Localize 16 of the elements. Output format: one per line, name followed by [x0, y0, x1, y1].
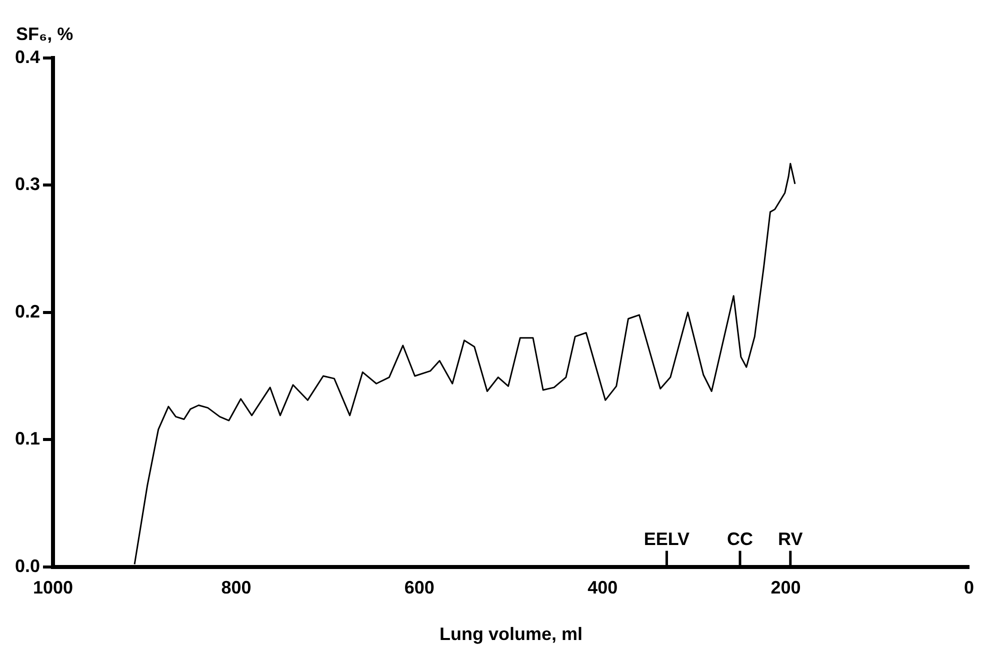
y-tick-label: 0.2 — [14, 301, 40, 322]
y-tick-label: 0.4 — [14, 46, 40, 67]
x-tick-label: 600 — [404, 578, 434, 598]
x-axis-title: Lung volume, ml — [440, 624, 583, 644]
y-tick-label: 0.0 — [14, 556, 40, 576]
y-tick-label: 0.1 — [14, 428, 40, 449]
x-tick-label: 1000 — [33, 578, 74, 598]
x-tick-label: 400 — [588, 578, 618, 598]
x-tick-label: 0 — [964, 578, 974, 598]
x-tick-label: 200 — [770, 578, 801, 598]
ref-line-label: EELV — [644, 528, 690, 549]
x-tick-label: 800 — [221, 578, 252, 598]
ref-line-label: CC — [727, 528, 754, 549]
y-tick-label: 0.3 — [14, 174, 40, 194]
y-axis-title: SF₆, % — [16, 24, 74, 44]
ref-line-label: RV — [778, 528, 803, 549]
